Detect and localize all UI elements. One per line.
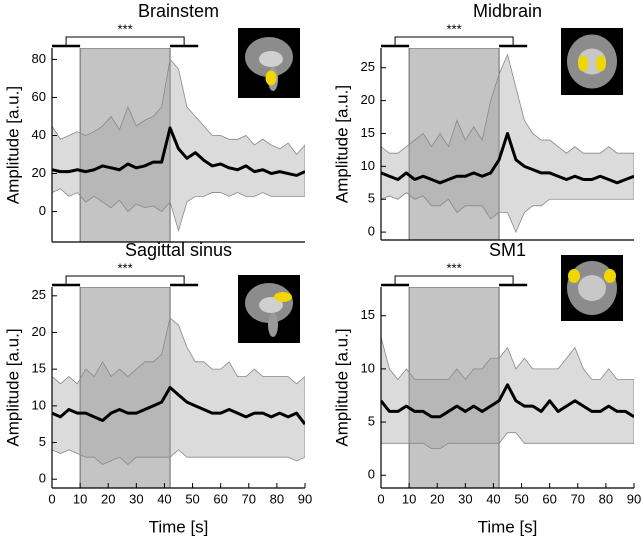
plot-area [52, 287, 305, 488]
bracket [65, 275, 185, 285]
mean-line [381, 383, 634, 419]
x-tick-label: 0 [48, 491, 55, 506]
x-tick-label: 20 [101, 491, 115, 506]
y-axis-label: Amplitude [a.u.] [332, 328, 351, 446]
y-tick-label: 80 [32, 51, 46, 66]
y-tick-label: 25 [361, 59, 375, 74]
x-tick-label: 10 [402, 491, 416, 506]
error-band [381, 336, 634, 450]
y-axis-label: Amplitude [a.u.] [332, 85, 351, 203]
x-tick-label: 70 [242, 491, 256, 506]
x-tick-label: 80 [599, 491, 613, 506]
y-tick-label: 0 [368, 224, 375, 239]
x-tick-label: 80 [270, 491, 284, 506]
x-tick-label: 40 [157, 491, 171, 506]
y-tick-label: 15 [361, 307, 375, 322]
stimulus-span [79, 287, 171, 488]
significance-label: *** [117, 260, 132, 275]
plot-area [381, 287, 634, 488]
y-tick-label: 10 [361, 360, 375, 375]
mean-line [381, 131, 634, 185]
brain-inner [259, 51, 283, 67]
y-tick-label: 5 [368, 191, 375, 206]
chart-title: Brainstem [138, 1, 219, 21]
x-tick-label: 0 [377, 491, 384, 506]
y-tick-label: 5 [368, 414, 375, 429]
bracket [394, 36, 514, 46]
y-tick-label: 60 [32, 89, 46, 104]
mean-line [52, 386, 305, 426]
y-tick-label: 20 [32, 165, 46, 180]
y-tick-label: 10 [361, 158, 375, 173]
bracket [65, 36, 185, 46]
significance-label: *** [446, 260, 461, 275]
chart-title: SM1 [489, 240, 526, 260]
x-axis-label: Time [s] [478, 517, 538, 536]
x-tick-label: 20 [430, 491, 444, 506]
brain-inset [238, 28, 300, 98]
brain-inner [259, 297, 283, 313]
mean-line [52, 126, 305, 177]
x-tick-label: 60 [213, 491, 227, 506]
plot-area [381, 48, 634, 240]
y-tick-label: 0 [368, 467, 375, 482]
highlight [604, 269, 616, 283]
error-band [381, 53, 634, 234]
y-tick-label: 20 [361, 92, 375, 107]
x-tick-label: 50 [514, 491, 528, 506]
plot-area [52, 48, 305, 242]
brain-inset [238, 275, 300, 343]
x-tick-label: 30 [458, 491, 472, 506]
y-axis-label: Amplitude [a.u.] [3, 328, 22, 446]
x-tick-label: 10 [73, 491, 87, 506]
y-tick-label: 0 [39, 471, 46, 486]
x-tick-label: 90 [298, 491, 312, 506]
highlight [274, 292, 292, 302]
x-tick-label: 30 [129, 491, 143, 506]
significance-label: *** [117, 21, 132, 36]
error-band [52, 317, 305, 466]
x-axis-label: Time [s] [149, 517, 209, 536]
brain-inset [561, 28, 623, 95]
highlight [265, 70, 277, 86]
y-tick-label: 40 [32, 127, 46, 142]
significance-label: *** [446, 21, 461, 36]
stimulus-span [79, 48, 171, 242]
brain-inset [561, 255, 623, 321]
stimulus-span [408, 287, 500, 488]
y-tick-label: 25 [32, 287, 46, 302]
y-tick-label: 0 [39, 203, 46, 218]
bracket [394, 275, 514, 285]
y-tick-label: 15 [32, 361, 46, 376]
y-tick-label: 15 [361, 125, 375, 140]
chart-title: Midbrain [473, 1, 542, 21]
x-tick-label: 40 [486, 491, 500, 506]
brain-stem [268, 313, 278, 337]
x-tick-label: 90 [627, 491, 641, 506]
highlight [596, 55, 606, 72]
y-axis-label: Amplitude [a.u.] [3, 86, 22, 204]
highlight [578, 55, 588, 72]
x-tick-label: 50 [185, 491, 199, 506]
chart-title: Sagittal sinus [125, 240, 232, 260]
y-tick-label: 10 [32, 397, 46, 412]
highlight [568, 269, 580, 283]
brain-inner [578, 275, 606, 301]
y-tick-label: 20 [32, 324, 46, 339]
x-tick-label: 60 [542, 491, 556, 506]
y-tick-label: 5 [39, 434, 46, 449]
x-tick-label: 70 [571, 491, 585, 506]
